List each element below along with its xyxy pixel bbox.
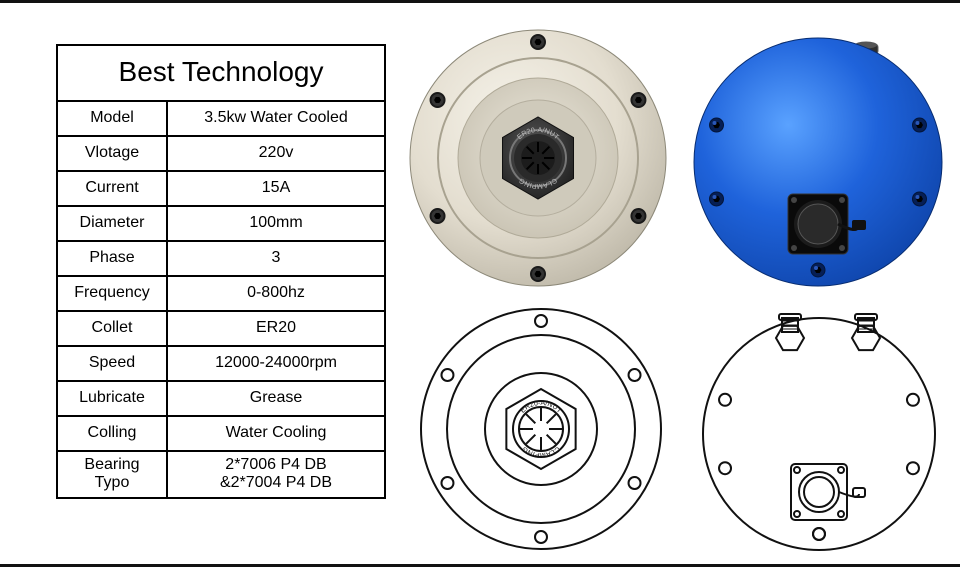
spec-row: LubricateGrease: [57, 381, 385, 416]
spec-key: Colling: [57, 416, 167, 451]
spec-value: 220v: [167, 136, 385, 171]
photo-blue-cap: [688, 28, 948, 288]
line-drawing-flange: ER20-A/NUTCLAMPING: [418, 306, 664, 552]
spec-row: Current15A: [57, 171, 385, 206]
spec-row: Speed12000-24000rpm: [57, 346, 385, 381]
spec-value: 15A: [167, 171, 385, 206]
spec-key: Current: [57, 171, 167, 206]
spec-value: Grease: [167, 381, 385, 416]
spec-value: 2*7006 P4 DB&2*7004 P4 DB: [167, 451, 385, 498]
spec-title: Best Technology: [57, 45, 385, 101]
spec-table: Best Technology Model3.5kw Water CooledV…: [56, 44, 386, 499]
spec-key: Model: [57, 101, 167, 136]
spec-key: Phase: [57, 241, 167, 276]
spec-row: ColletER20: [57, 311, 385, 346]
spec-row: Phase3: [57, 241, 385, 276]
spec-key: BearingTypo: [57, 451, 167, 498]
photo-spindle-flange: ER20-A/NUTCLAMPING: [408, 28, 668, 288]
spec-key: Collet: [57, 311, 167, 346]
spec-row: Frequency0-800hz: [57, 276, 385, 311]
spec-value: Water Cooling: [167, 416, 385, 451]
spec-row: BearingTypo2*7006 P4 DB&2*7004 P4 DB: [57, 451, 385, 498]
spec-value: 100mm: [167, 206, 385, 241]
spec-value: ER20: [167, 311, 385, 346]
top-rule: [0, 0, 960, 3]
spec-value: 0-800hz: [167, 276, 385, 311]
spec-key: Vlotage: [57, 136, 167, 171]
spec-key: Frequency: [57, 276, 167, 311]
spec-row: Model3.5kw Water Cooled: [57, 101, 385, 136]
spec-value: 3: [167, 241, 385, 276]
spec-value: 12000-24000rpm: [167, 346, 385, 381]
spec-key: Lubricate: [57, 381, 167, 416]
spec-row: Diameter100mm: [57, 206, 385, 241]
spec-value: 3.5kw Water Cooled: [167, 101, 385, 136]
spec-key: Diameter: [57, 206, 167, 241]
spec-row: CollingWater Cooling: [57, 416, 385, 451]
spec-key: Speed: [57, 346, 167, 381]
line-drawing-cap: [690, 306, 948, 552]
spec-row: Vlotage220v: [57, 136, 385, 171]
